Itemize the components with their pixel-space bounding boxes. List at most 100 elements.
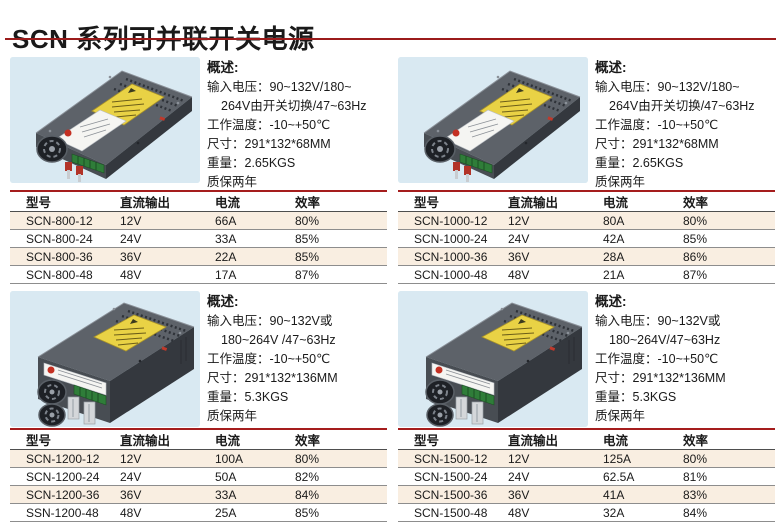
terminal-block-icon [71,153,105,174]
overview-heading: 概述: [207,60,239,75]
table-cell: 33A [215,231,237,246]
warranty-text: 质保两年 [595,175,646,189]
product-photo [10,57,200,183]
column-header: 型号 [414,196,440,210]
table-cell: SCN-1000-24 [414,231,488,246]
overview: 概述: 输入电压：90~132V/180~ 264V由开关切换/47~63Hz 工作… [595,58,775,192]
column-header: 电流 [215,196,241,210]
table-cell: 48V [120,267,142,282]
table-row: SCN-1000-48 48V 21A 87% [398,266,775,284]
table-cell: 28A [603,249,625,264]
section-scn-800: 概述: 输入电压：90~132V/180~ 264V由开关切换/47~63Hz 工作… [10,55,387,284]
table-row: SCN-1500-36 36V 41A 83% [398,486,775,504]
terminal-block-icon [73,384,107,406]
table-cell: 85% [683,231,708,246]
table-cell: 85% [295,249,320,264]
psu-illustration-single-fan [398,57,588,183]
table-cell: 48V [508,267,530,282]
table-cell: 12V [120,451,142,466]
table-row: SCN-1000-36 36V 28A 86% [398,248,775,266]
column-header: 直流输出 [508,434,559,448]
table-cell: 83% [683,487,708,502]
table-cell: 12V [508,451,530,466]
table-cell: SCN-800-12 [26,213,93,228]
output-terminals-icon [67,396,96,425]
product-photo [398,57,588,183]
table-cell: 125A [603,451,632,466]
table-cell: 24V [508,231,530,246]
overview-heading: 概述: [595,60,627,75]
fan-icon [38,403,66,427]
terminal-block-icon [459,153,493,174]
table-cell: 32A [603,505,625,520]
overview: 概述: 输入电压：90~132V或 180~264V /47~63Hz 工作温度：-… [207,292,387,426]
table-cell: 41A [603,487,625,502]
table-cell: SCN-1000-12 [414,213,488,228]
table-cell: 36V [508,249,530,264]
column-header: 直流输出 [120,196,171,210]
table-cell: SCN-1200-12 [26,451,100,466]
output-terminals-icon [65,162,83,182]
overview: 概述: 输入电压：90~132V或 180~264V/47~63Hz 工作温度：-1… [595,292,775,426]
overview-line: 输入电压：90~132V或 [595,314,721,328]
table-cell: 33A [215,487,237,502]
section-scn-1000: 概述: 输入电压：90~132V/180~ 264V由开关切换/47~63Hz 工作… [398,55,775,284]
product-photo [398,291,588,427]
warning-label-icon [481,314,555,352]
table-row: SCN-800-48 48V 17A 87% [10,266,387,284]
spec-header: 型号 直流输出 电流 效率 [10,430,387,450]
overview-line: 输入电压：90~132V/180~ [207,80,352,94]
warning-label-icon [93,314,167,352]
overview-line: 输入电压：90~132V或 [207,314,333,328]
fan-icon [37,379,67,405]
table-cell: 80% [683,451,708,466]
table-cell: SCN-1200-36 [26,487,100,502]
warranty-text: 质保两年 [595,409,646,423]
column-header: 效率 [683,196,709,210]
table-cell: 24V [120,469,142,484]
table-cell: 50A [215,469,237,484]
fan-icon [36,135,68,163]
spec-label-icon [443,109,515,152]
table-cell: 24V [120,231,142,246]
product-photo [10,291,200,427]
spec-body: SCN-1500-12 12V 125A 80% SCN-1500-24 24V 62.5A… [398,450,775,522]
overview-line: 重量：5.3KGS [207,390,289,404]
table-cell: 25A [215,505,237,520]
table-cell: 82% [295,469,320,484]
overview-line: 重量：5.3KGS [595,390,677,404]
table-cell: SCN-800-36 [26,249,93,264]
spec-label-icon [431,362,495,396]
column-header: 电流 [215,434,241,448]
overview-line: 尺寸：291*132*68MM [595,137,719,151]
psu-illustration-dual-fan [398,291,588,427]
overview-lines: 输入电压：90~132V或 180~264V/47~63Hz 工作温度：-10~+5… [595,312,775,407]
table-cell: 84% [295,487,320,502]
table-cell: SSN-1200-48 [26,505,99,520]
column-header: 型号 [26,196,52,210]
table-cell: 87% [295,267,320,282]
table-cell: 80% [295,451,320,466]
overview-line: 180~264V/47~63Hz [609,333,721,347]
table-cell: 36V [508,487,530,502]
column-header: 效率 [683,434,709,448]
fan-icon [424,135,456,163]
table-cell: 80% [295,213,320,228]
table-cell: SCN-1500-24 [414,469,488,484]
table-cell: 36V [120,249,142,264]
overview-line: 180~264V /47~63Hz [221,333,336,347]
column-header: 效率 [295,434,321,448]
table-cell: 12V [508,213,530,228]
output-terminals-icon [453,162,471,182]
spec-header: 型号 直流输出 电流 效率 [398,192,775,212]
table-row: SCN-1500-48 48V 32A 84% [398,504,775,522]
table-row: SCN-1500-12 12V 125A 80% [398,450,775,468]
table-cell: 66A [215,213,237,228]
psu-illustration-dual-fan [10,291,200,427]
column-header: 电流 [603,196,629,210]
overview-line: 重量：2.65KGS [595,156,684,170]
table-row: SCN-1500-24 24V 62.5A 81% [398,468,775,486]
overview-line: 尺寸：291*132*136MM [207,371,338,385]
overview-lines: 输入电压：90~132V/180~ 264V由开关切换/47~63Hz 工作温度：-… [595,78,775,173]
table-cell: 100A [215,451,244,466]
